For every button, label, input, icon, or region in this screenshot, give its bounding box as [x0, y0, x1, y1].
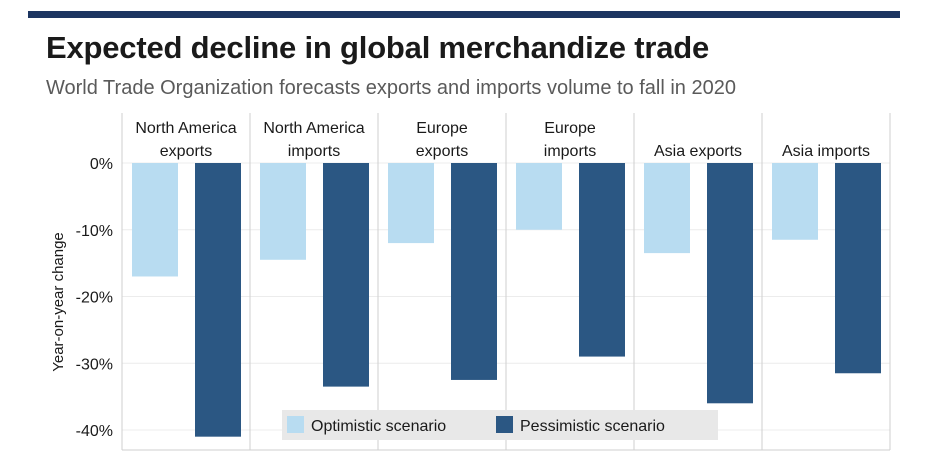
- y-tick-label: -20%: [76, 290, 113, 307]
- panel-label: exports: [416, 143, 468, 160]
- legend-label-optimistic: Optimistic scenario: [311, 418, 446, 435]
- chart-title: Expected decline in global merchandize t…: [46, 30, 710, 65]
- panel-label: Europe: [544, 120, 596, 137]
- legend: Optimistic scenario Pessimistic scenario: [282, 410, 718, 440]
- bar-optimistic: [260, 163, 306, 260]
- panel-separators: [121, 113, 891, 451]
- y-tick-label: -40%: [76, 423, 113, 440]
- legend-swatch-pessimistic: [496, 416, 513, 433]
- panel-label: imports: [288, 143, 340, 160]
- bar-pessimistic: [323, 163, 369, 387]
- legend-label-pessimistic: Pessimistic scenario: [520, 418, 665, 435]
- legend-swatch-optimistic: [287, 416, 304, 433]
- panel-label: exports: [160, 143, 212, 160]
- panel-labels: North America exports North America imports…: [135, 120, 870, 160]
- bar-optimistic: [132, 163, 178, 277]
- bar-optimistic: [644, 163, 690, 254]
- bar-pessimistic: [835, 163, 881, 374]
- bar-pessimistic: [707, 163, 753, 404]
- bar-pessimistic: [195, 163, 241, 437]
- y-tick-label: -10%: [76, 223, 113, 240]
- panel-label: Asia exports: [654, 143, 742, 160]
- bars: [132, 163, 881, 437]
- panel-label: North America: [135, 120, 236, 137]
- bar-optimistic: [388, 163, 434, 244]
- panel-label: Asia imports: [782, 143, 870, 160]
- header-accent-bar: [28, 11, 900, 18]
- panel-label: Europe: [416, 120, 468, 137]
- y-axis-label: Year-on-year change: [50, 232, 67, 372]
- y-tick-label: -30%: [76, 356, 113, 373]
- chart-subtitle: World Trade Organization forecasts expor…: [46, 77, 736, 99]
- bar-optimistic: [516, 163, 562, 230]
- panel-label: imports: [544, 143, 596, 160]
- y-axis: 0% -10% -20% -30% -40% Year-on-year change: [50, 156, 113, 440]
- y-tick-label: 0%: [90, 156, 113, 173]
- panel-label: North America: [263, 120, 364, 137]
- bar-pessimistic: [451, 163, 497, 380]
- bar-optimistic: [772, 163, 818, 240]
- bar-pessimistic: [579, 163, 625, 357]
